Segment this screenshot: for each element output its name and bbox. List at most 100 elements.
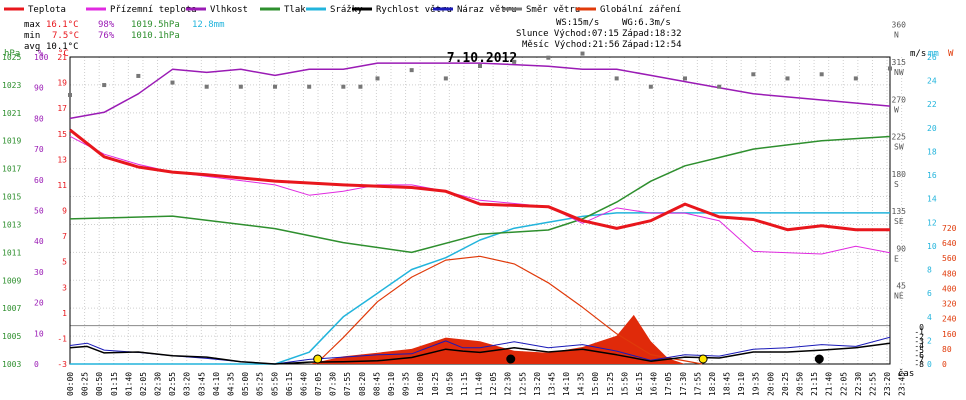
- temp-tick-label: 9: [62, 207, 67, 216]
- temp-tick-label: 21: [57, 53, 67, 62]
- axis-unit-temp: °C: [58, 49, 69, 59]
- legend-label: Tlak: [284, 5, 306, 15]
- x-tick-label: 17:05: [664, 372, 673, 396]
- x-tick-label: 03:45: [197, 372, 206, 396]
- dir-tick-degree: 315: [892, 58, 907, 67]
- x-tick-label: 16:40: [650, 372, 659, 396]
- mm-tick-label: 10: [927, 242, 937, 251]
- wind-dir-point: [717, 84, 722, 89]
- series-layer: [68, 51, 892, 365]
- wind-tick-label: -8: [914, 360, 924, 369]
- x-tick-label: 09:10: [387, 372, 396, 396]
- x-tick-label: 18:20: [708, 372, 717, 396]
- hum-tick-label: 60: [34, 176, 44, 185]
- legend-label: Srážky: [330, 5, 363, 15]
- x-tick-label: 16:15: [635, 372, 644, 396]
- x-tick-label: 14:35: [577, 372, 586, 396]
- hpa-tick-label: 1003: [2, 360, 21, 369]
- x-tick-label: 01:15: [110, 372, 119, 396]
- x-tick-label: 05:25: [256, 372, 265, 396]
- hpa-tick-label: 1019: [2, 137, 21, 146]
- stat-max-temp: 16.1°C: [46, 20, 79, 30]
- wind-tick-label: -6: [914, 351, 924, 360]
- temperature-line: [69, 128, 890, 232]
- mm-tick-label: 4: [927, 313, 932, 322]
- x-tick-label: 02:30: [154, 372, 163, 396]
- wind-dir-point: [512, 59, 517, 64]
- x-tick-label: 11:15: [460, 372, 469, 396]
- rad-tick-label: 80: [942, 345, 952, 354]
- wind-tick-label: -4: [914, 342, 924, 351]
- hum-tick-label: 30: [34, 268, 44, 277]
- stat-max-rain: 12.8mm: [192, 20, 225, 30]
- dir-tick-name: S: [894, 180, 899, 189]
- hum-tick-label: 90: [34, 84, 44, 93]
- x-tick-label: 17:55: [693, 372, 702, 396]
- wind-dir-point: [170, 80, 175, 85]
- dir-tick-name: N: [894, 31, 899, 40]
- dir-tick-degree: 45: [896, 282, 906, 291]
- humidity-line: [69, 62, 891, 120]
- wind-tick-label: -7: [914, 355, 924, 364]
- wind-dir-point: [853, 76, 858, 81]
- legend-label: Teplota: [28, 5, 66, 15]
- dir-tick-degree: 90: [896, 244, 906, 253]
- x-tick-label: 12:30: [504, 372, 513, 396]
- info-moon: Měsíc Východ:21:56: [522, 40, 620, 50]
- x-tick-label: 20:00: [766, 372, 775, 396]
- hpa-tick-label: 1011: [2, 248, 21, 257]
- dir-tick-degree: 360: [892, 21, 907, 30]
- stat-max-hum: 98%: [98, 20, 115, 30]
- hpa-tick-label: 1021: [2, 109, 21, 118]
- temp-tick-label: 3: [62, 283, 67, 292]
- chart-legend: Teplota Přízemní teplota Vlhkost Tlak Srážky…: [4, 5, 681, 15]
- mm-tick-label: 16: [927, 171, 937, 180]
- info-sun: Slunce Východ:07:15: [516, 29, 619, 39]
- mm-tick-label: 8: [927, 266, 932, 275]
- hum-tick-label: 80: [34, 114, 44, 123]
- dir-tick-name: E: [894, 254, 899, 263]
- axis-unit-rad: W: [948, 49, 954, 59]
- x-tick-label: 18:45: [723, 372, 732, 396]
- stat-max-label: max: [24, 20, 41, 30]
- rad-tick-label: 640: [942, 239, 957, 248]
- dir-tick-degree: 270: [892, 95, 907, 104]
- temp-tick-label: 17: [57, 104, 67, 113]
- x-tick-label: 07:30: [329, 372, 338, 396]
- dir-tick-degree: 180: [892, 170, 907, 179]
- stat-min-label: min: [24, 31, 40, 41]
- legend-label: Náraz větru: [457, 5, 517, 15]
- x-tick-label: 05:50: [270, 372, 279, 396]
- mm-tick-label: 12: [927, 218, 937, 227]
- x-tick-label: 15:00: [591, 372, 600, 396]
- temp-tick-label: 19: [57, 79, 67, 88]
- wind-tick-label: -3: [914, 337, 924, 346]
- axis-unit-mm: mm: [928, 49, 939, 59]
- hpa-tick-label: 1013: [2, 220, 21, 229]
- x-tick-label: 02:55: [168, 372, 177, 396]
- wind-dir-point: [648, 84, 653, 89]
- wind-dir-point: [614, 76, 619, 81]
- x-tick-label: 06:40: [299, 372, 308, 396]
- x-tick-label: 07:05: [314, 372, 323, 396]
- legend-label: Vlhkost: [210, 5, 248, 15]
- wind-dir-point: [478, 64, 482, 68]
- mm-tick-label: 2: [927, 336, 932, 345]
- hpa-tick-label: 1015: [2, 193, 21, 202]
- temp-tick-label: 11: [57, 181, 67, 190]
- wind-dir-point: [307, 84, 312, 89]
- mm-tick-label: 0: [927, 360, 932, 369]
- mm-tick-label: 6: [927, 289, 932, 298]
- mm-tick-label: 22: [927, 100, 937, 109]
- wind-dir-point: [888, 66, 892, 71]
- wind-dir-point: [546, 55, 551, 60]
- rad-tick-label: 240: [942, 315, 957, 324]
- dir-tick-name: W: [894, 105, 899, 114]
- hpa-tick-label: 1023: [2, 81, 21, 90]
- hum-tick-label: 100: [34, 53, 49, 62]
- ground-temp-line: [69, 135, 891, 255]
- temp-tick-label: -3: [57, 360, 67, 369]
- dir-tick-name: NW: [894, 68, 904, 77]
- rad-tick-label: 320: [942, 300, 957, 309]
- x-tick-label: 13:20: [533, 372, 542, 396]
